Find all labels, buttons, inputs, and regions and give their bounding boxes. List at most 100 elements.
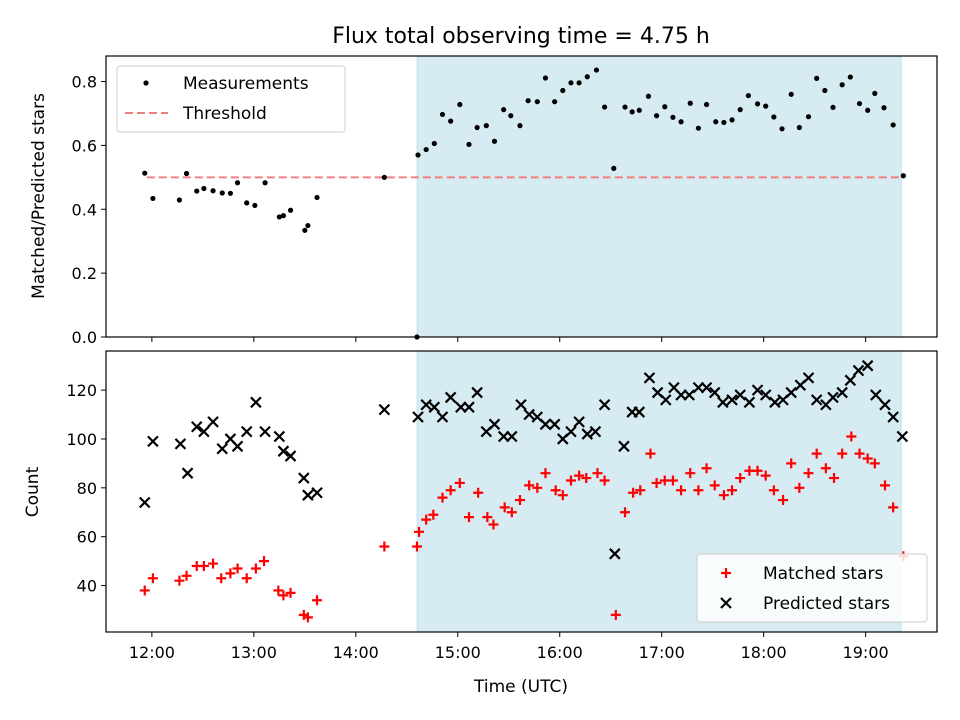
predicted-point <box>769 396 781 409</box>
data-point <box>244 200 250 206</box>
data-point <box>745 92 751 99</box>
matched-point <box>437 492 448 503</box>
matched-point <box>760 470 771 481</box>
matched-point <box>225 568 236 579</box>
data-point <box>508 113 514 119</box>
data-point <box>703 101 710 108</box>
top-y-axis-label: Matched/Predicted stars <box>29 93 49 299</box>
series-predicted-stars <box>138 359 909 560</box>
predicted-point <box>743 396 756 409</box>
predicted-point <box>284 450 297 462</box>
y-tick-label: 60 <box>77 528 97 547</box>
matched-point <box>454 477 465 488</box>
x-tick-label: 18:00 <box>741 643 787 662</box>
matched-point <box>411 541 422 552</box>
data-point <box>227 190 233 196</box>
data-point <box>602 104 608 110</box>
predicted-point <box>539 418 552 431</box>
matched-point <box>599 475 610 486</box>
matched-point <box>540 468 551 479</box>
data-point <box>847 74 853 80</box>
shaded-region <box>416 55 902 338</box>
y-tick-label: 120 <box>66 381 97 400</box>
matched-point <box>592 468 603 479</box>
predicted-point <box>852 364 865 377</box>
predicted-point <box>759 389 772 401</box>
data-point <box>305 222 311 229</box>
data-point <box>830 104 836 111</box>
matched-point <box>421 514 432 525</box>
data-point <box>839 82 845 88</box>
predicted-point <box>726 394 738 406</box>
data-point <box>142 170 148 176</box>
matched-point <box>693 485 704 496</box>
predicted-point <box>463 401 475 413</box>
predicted-point <box>277 445 290 457</box>
series-matched-stars <box>139 431 909 623</box>
y-tick-label: 100 <box>66 430 97 449</box>
matched-point <box>488 519 499 530</box>
legend-marker-predicted <box>720 597 732 609</box>
predicted-point <box>802 372 815 384</box>
predicted-point <box>302 489 314 501</box>
data-point <box>654 113 660 119</box>
data-point <box>721 119 727 126</box>
predicted-point <box>444 391 457 404</box>
matched-point <box>181 570 192 581</box>
matched-point <box>139 585 150 596</box>
predicted-point <box>515 398 527 411</box>
data-point <box>662 104 668 110</box>
data-point <box>865 107 871 113</box>
predicted-point <box>896 430 909 443</box>
predicted-point <box>298 472 310 484</box>
predicted-point <box>311 486 323 499</box>
y-tick-label: 0.6 <box>72 136 97 155</box>
matched-point <box>879 480 890 491</box>
matched-point <box>727 485 738 496</box>
predicted-point <box>717 396 729 409</box>
data-point <box>381 174 387 180</box>
data-point <box>568 80 574 86</box>
predicted-point <box>660 394 672 406</box>
matched-point <box>778 495 789 506</box>
matched-point <box>285 587 296 598</box>
data-point <box>262 180 268 186</box>
data-point <box>713 119 719 125</box>
matched-point <box>241 573 252 584</box>
matched-point <box>786 458 797 469</box>
predicted-point <box>700 381 713 394</box>
matched-point <box>667 475 678 486</box>
predicted-point <box>618 440 630 453</box>
matched-point <box>565 475 576 486</box>
matched-point <box>837 448 848 459</box>
predicted-point <box>412 411 424 423</box>
data-point <box>678 119 684 125</box>
data-point <box>881 105 887 111</box>
matched-point <box>803 468 814 479</box>
matched-point <box>473 487 484 498</box>
predicted-point <box>565 425 577 438</box>
matched-point <box>250 563 261 574</box>
predicted-point <box>523 408 535 421</box>
matched-point <box>628 487 639 498</box>
legend-box <box>116 65 346 133</box>
predicted-point <box>198 425 210 438</box>
data-point <box>415 152 421 158</box>
matched-point <box>273 585 284 596</box>
predicted-point <box>861 359 874 372</box>
matched-point <box>869 458 880 469</box>
data-point <box>822 87 828 94</box>
legend-label-matched: Matched stars <box>763 564 883 584</box>
matched-point <box>752 465 763 476</box>
predicted-point <box>887 411 899 423</box>
predicted-point <box>844 374 857 387</box>
predicted-point <box>273 430 286 443</box>
matched-point <box>216 573 227 584</box>
matched-point <box>506 507 517 518</box>
data-point <box>805 114 812 120</box>
bottom-x-axis-label: Time (UTC) <box>473 677 568 697</box>
bottom-panel: 40 60 80 100 120 12:00 13:00 14:00 15:00 16:00 17:… <box>66 350 938 662</box>
top-panel: 0.0 0.2 0.4 0.6 0.8 Measurements Threshold <box>72 55 938 347</box>
data-point <box>448 118 454 124</box>
